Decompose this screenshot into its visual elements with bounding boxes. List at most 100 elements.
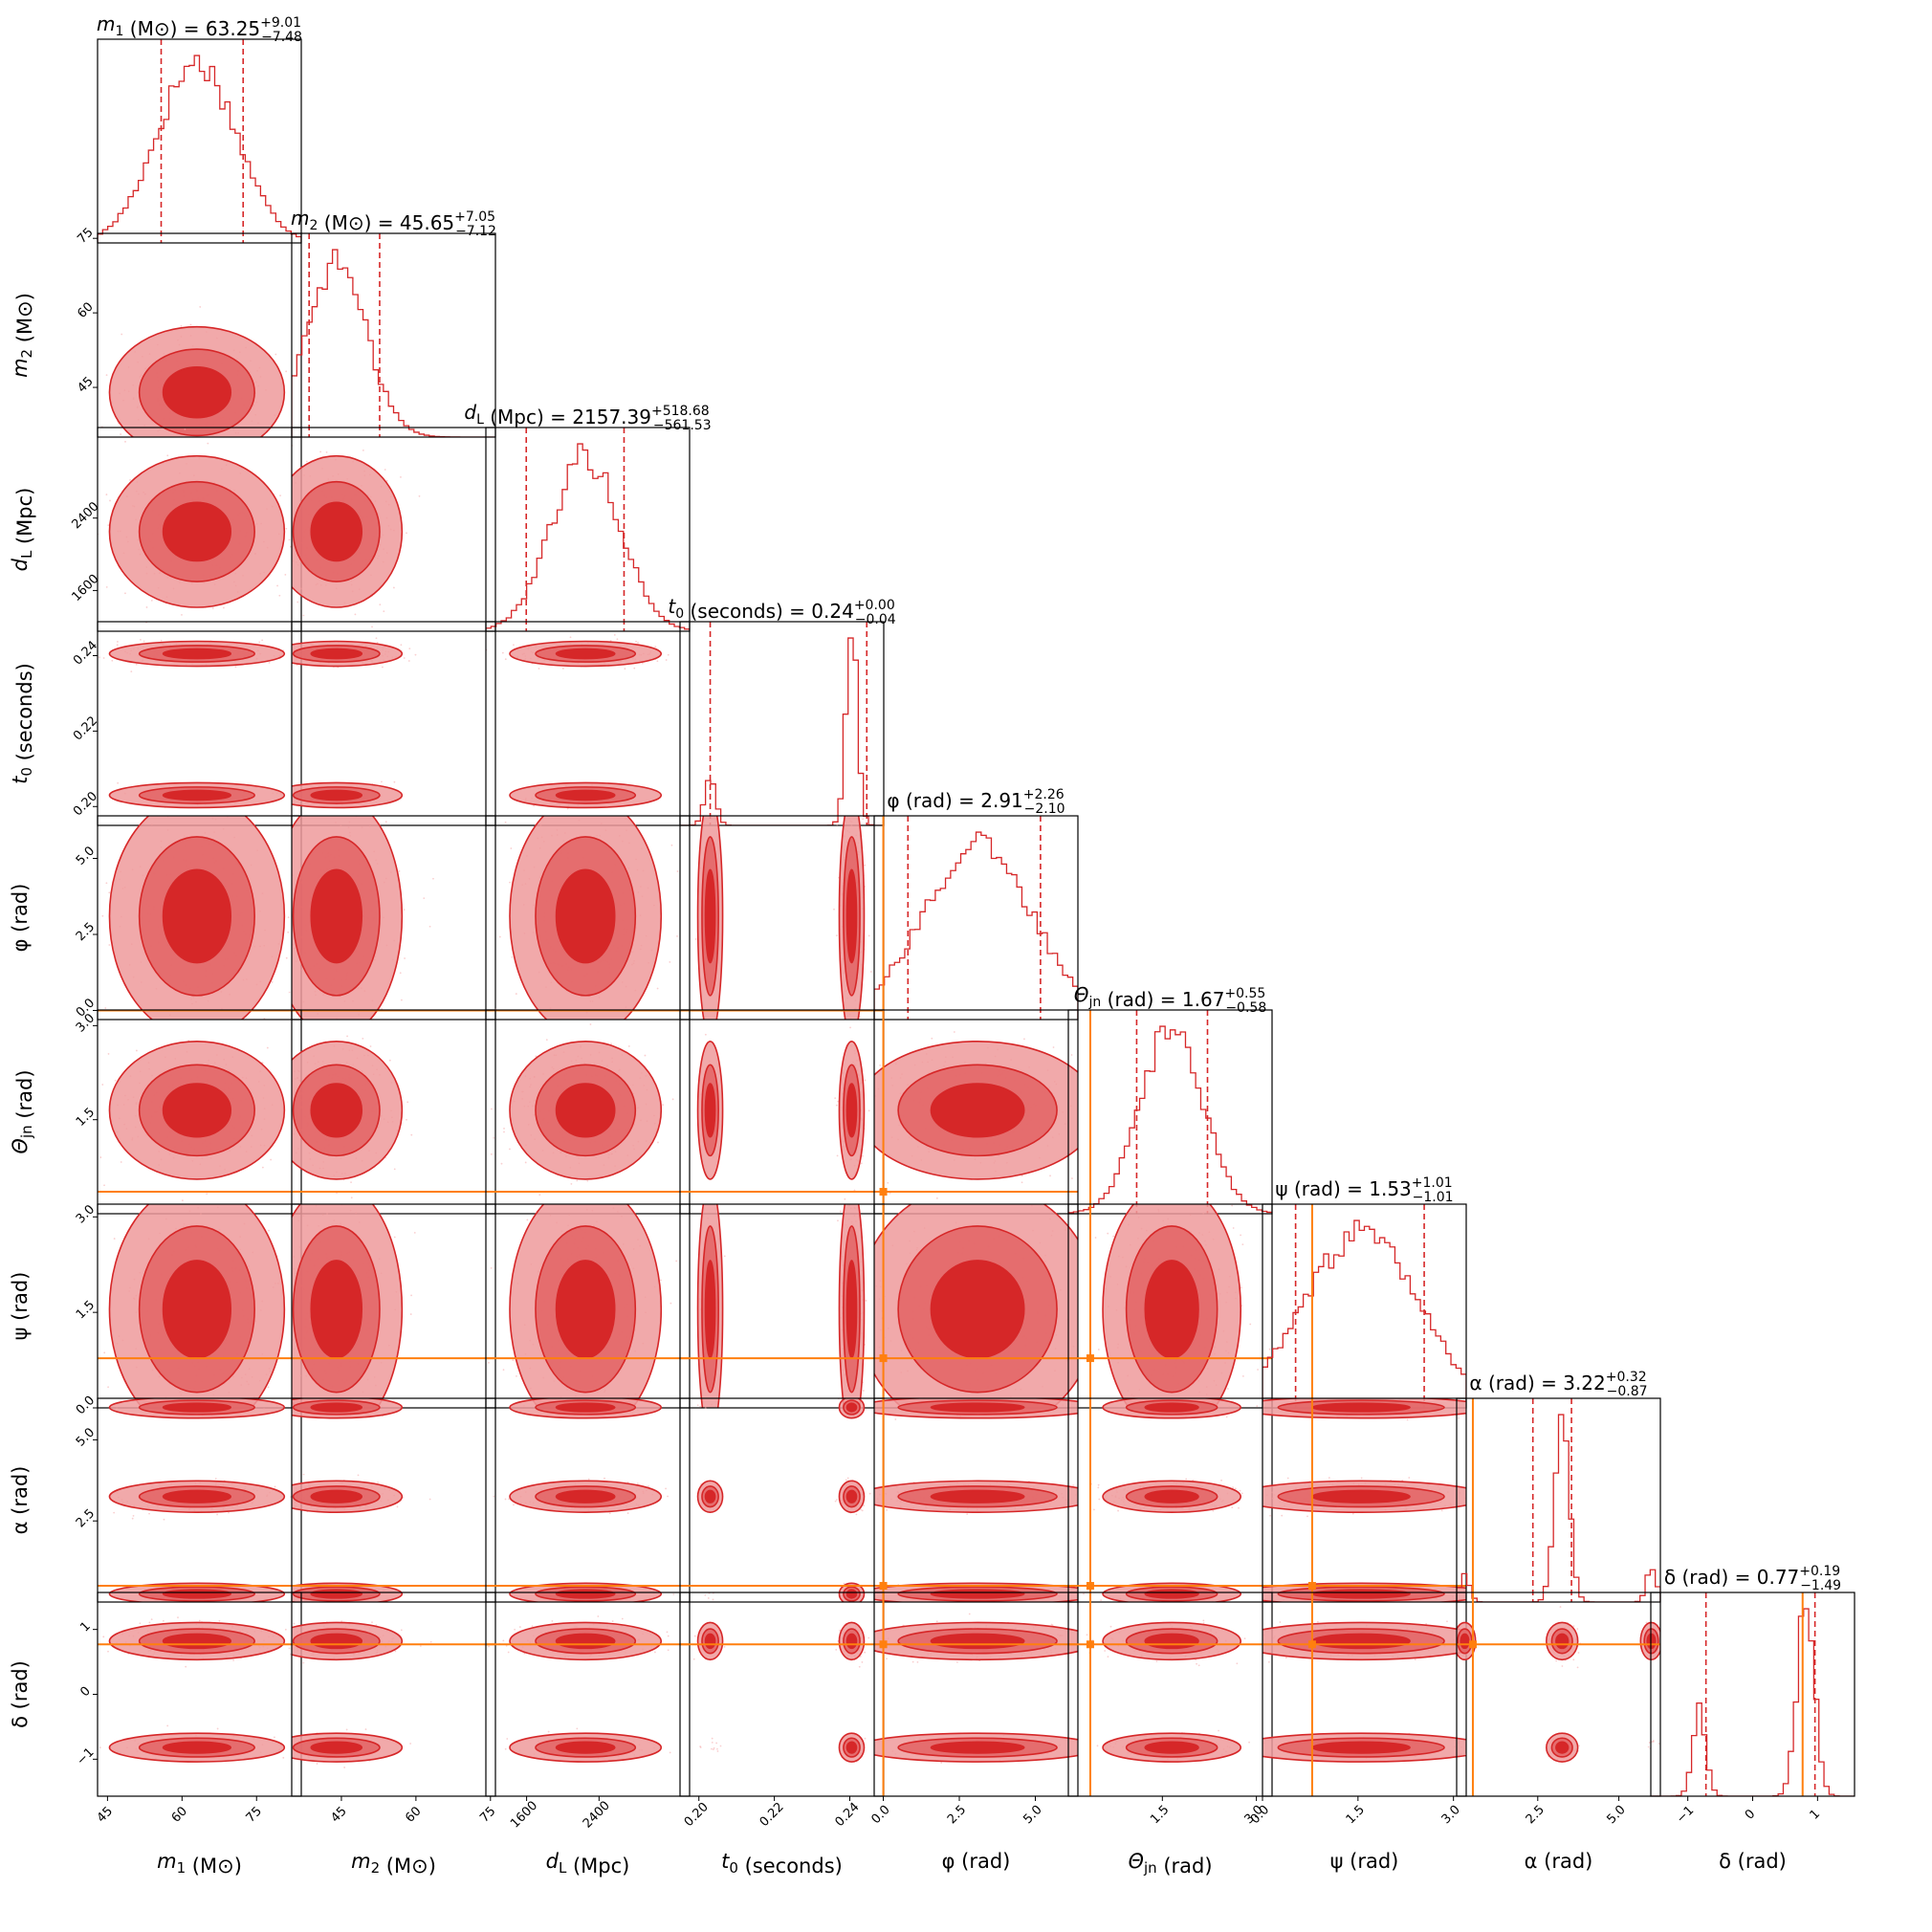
scatter-point [533, 804, 536, 807]
scatter-point [375, 637, 378, 640]
panel-dL: dL (Mpc) = 2157.39+518.68 −561.53 [464, 401, 712, 632]
scatter-point [607, 1178, 609, 1180]
scatter-point [288, 1074, 290, 1076]
scatter-point [70, 949, 72, 951]
density-contour [310, 1083, 363, 1138]
scatter-point [289, 502, 291, 504]
scatter-point [114, 1079, 117, 1082]
scatter-point [835, 934, 838, 937]
scatter-point [284, 573, 287, 576]
scatter-point [633, 667, 636, 670]
scatter-point [319, 450, 322, 453]
scatter-point [545, 1039, 548, 1042]
panel-plot-area [874, 1010, 1115, 1214]
scatter-point [406, 532, 407, 535]
scatter-point [384, 821, 387, 823]
scatter-point [105, 494, 108, 495]
scatter-point [165, 445, 166, 447]
scatter-point [139, 638, 142, 641]
scatter-point [289, 545, 292, 548]
scatter-point [107, 1053, 110, 1055]
density-contour [310, 789, 363, 801]
density-contour [162, 868, 232, 964]
scatter-point [869, 971, 872, 973]
scatter-point [346, 1035, 348, 1038]
scatter-point [535, 1055, 538, 1058]
scatter-point [103, 1184, 105, 1187]
scatter-point [865, 1299, 867, 1302]
scatter-point [318, 1445, 319, 1447]
scatter-point [248, 1480, 250, 1482]
scatter-point [266, 1046, 269, 1049]
scatter-point [393, 780, 396, 783]
scatter-point [189, 323, 192, 326]
scatter-point [576, 1179, 579, 1182]
scatter-point [620, 750, 622, 752]
scatter-point [258, 641, 261, 644]
scatter-point [488, 1361, 490, 1364]
scatter-point [1049, 1175, 1051, 1177]
scatter-point [493, 1136, 495, 1139]
panel-dL-t0 [485, 621, 691, 826]
scatter-point [328, 1194, 330, 1196]
scatter-point [296, 601, 299, 604]
density-contour [555, 1260, 616, 1359]
density-contour [162, 648, 232, 660]
panel-frame [1067, 1009, 1273, 1215]
scatter-point [222, 606, 225, 609]
scatter-point [393, 1236, 396, 1239]
scatter-point [616, 638, 619, 641]
scatter-point [166, 454, 169, 457]
scatter-point [392, 586, 395, 589]
scatter-point [847, 810, 849, 812]
scatter-point [862, 1390, 865, 1392]
panel-frame [291, 621, 496, 826]
scatter-point [569, 636, 572, 639]
scatter-point [707, 1415, 709, 1416]
scatter-point [400, 999, 403, 1001]
y-tick-label: 0.22 [71, 714, 100, 743]
density-contour [162, 1083, 232, 1138]
panel-plot-area [486, 428, 690, 631]
scatter-point [1021, 1181, 1023, 1184]
scatter-point [217, 449, 219, 450]
scatter-point [121, 333, 123, 336]
panel-frame [291, 232, 496, 438]
scatter-point [1113, 1115, 1115, 1117]
panel-dL-phi [485, 750, 691, 1021]
scatter-point [225, 1428, 227, 1430]
scatter-point [116, 644, 119, 647]
scatter-point [276, 665, 278, 667]
scatter-point [290, 648, 292, 649]
panel-title-dL: dL (Mpc) = 2157.39+518.68 −561.53 [464, 401, 711, 433]
panel-plot-area [486, 750, 690, 1020]
scatter-point [165, 1435, 167, 1437]
y-tick-label: 75 [75, 226, 96, 247]
panel-m1: m1 (M⊙) = 63.25+9.01 −7.48 [97, 12, 302, 244]
scatter-point [844, 1197, 846, 1200]
scatter-point [269, 1004, 271, 1006]
scatter-point [290, 792, 292, 794]
density-contour [555, 789, 616, 801]
scatter-point [409, 1313, 412, 1315]
scatter-point [280, 480, 282, 482]
y-tick-label: 2.5 [74, 920, 98, 944]
scatter-point [503, 1128, 505, 1130]
scatter-point [98, 656, 100, 659]
scatter-point [192, 1195, 194, 1197]
scatter-point [147, 462, 149, 464]
scatter-point [150, 599, 153, 602]
scatter-point [657, 1141, 659, 1144]
y-tick-label: 60 [75, 299, 96, 320]
scatter-point [406, 1118, 407, 1121]
scatter-point [284, 1339, 286, 1341]
scatter-point [289, 1102, 291, 1104]
scatter-point [864, 1079, 867, 1082]
scatter-point [855, 805, 857, 807]
scatter-point [271, 980, 274, 983]
scatter-point [935, 1197, 938, 1199]
scatter-point [285, 956, 288, 959]
scatter-point [102, 657, 105, 659]
scatter-point [160, 639, 163, 642]
panel-frame [291, 1009, 496, 1215]
